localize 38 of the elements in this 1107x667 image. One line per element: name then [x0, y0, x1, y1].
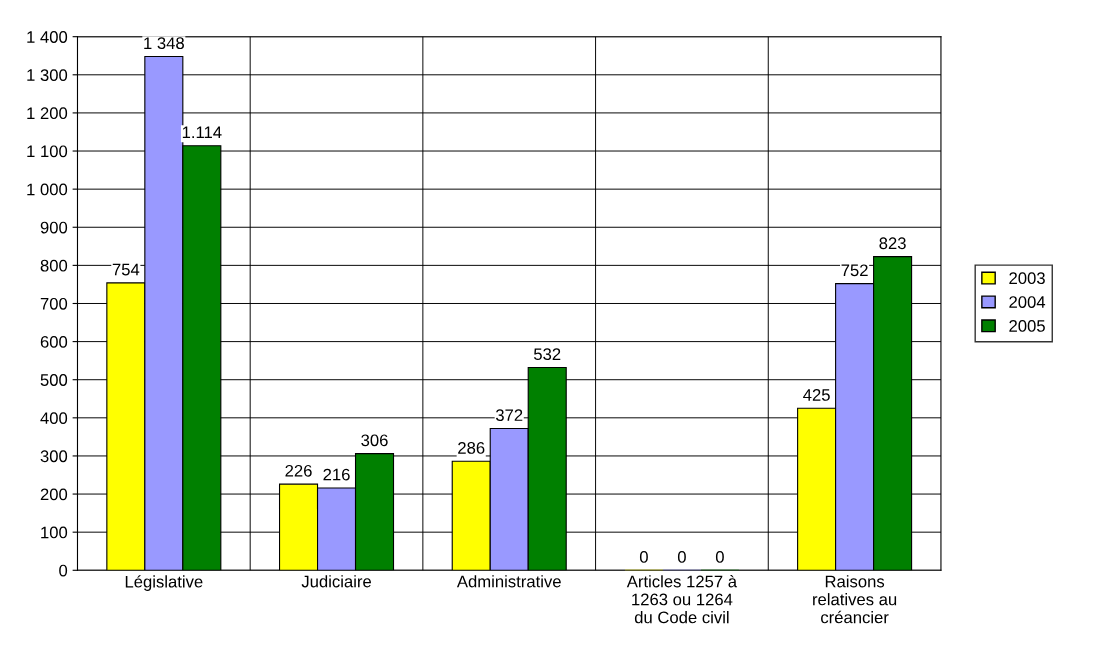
data-label: 286	[458, 442, 485, 454]
data-label: 754	[112, 263, 140, 276]
data-label: 216	[323, 468, 350, 481]
data-label: 0	[639, 551, 648, 563]
y-tick-label: 100	[41, 526, 68, 539]
x-tick-label: Administrative	[456, 575, 561, 588]
x-tick-label: Judiciaire	[301, 575, 371, 588]
y-tick-label: 400	[40, 412, 68, 425]
y-tick-label: 1 400	[27, 31, 68, 43]
y-tick-label: 0	[59, 564, 68, 577]
x-tick-label: Articles 1257 à 1263 ou 1264 du Code civil	[626, 574, 738, 624]
data-label: 1 348	[144, 37, 184, 50]
y-tick-label: 800	[40, 259, 68, 272]
data-label: 823	[879, 237, 906, 250]
y-tick-label: 1 000	[27, 183, 68, 196]
y-tick-label: 900	[40, 221, 68, 234]
data-label: 306	[361, 434, 388, 447]
y-tick-label: 700	[40, 297, 68, 310]
y-tick-label: 1 300	[27, 69, 68, 81]
y-tick-label: 300	[40, 450, 68, 463]
y-tick-label: 500	[40, 374, 68, 386]
x-tick-label: Législative	[125, 575, 203, 591]
y-tick-label: 1 100	[27, 145, 68, 158]
data-label: 226	[285, 464, 312, 477]
data-label: 0	[677, 551, 686, 563]
legend-label: 2005	[1009, 320, 1045, 332]
data-label: 532	[533, 348, 561, 361]
data-label: 425	[803, 389, 830, 401]
x-tick-label: Raisons relatives au créancier	[813, 575, 897, 624]
y-tick-label: 1 200	[27, 107, 68, 120]
data-label: 372	[495, 409, 523, 422]
legend-label: 2003	[1009, 272, 1045, 285]
data-label: 752	[841, 264, 868, 277]
y-tick-label: 600	[40, 336, 68, 348]
data-label: 1.114	[182, 126, 222, 139]
data-label: 0	[715, 551, 724, 563]
legend-label: 2004	[1009, 296, 1046, 308]
y-tick-label: 200	[40, 488, 68, 501]
